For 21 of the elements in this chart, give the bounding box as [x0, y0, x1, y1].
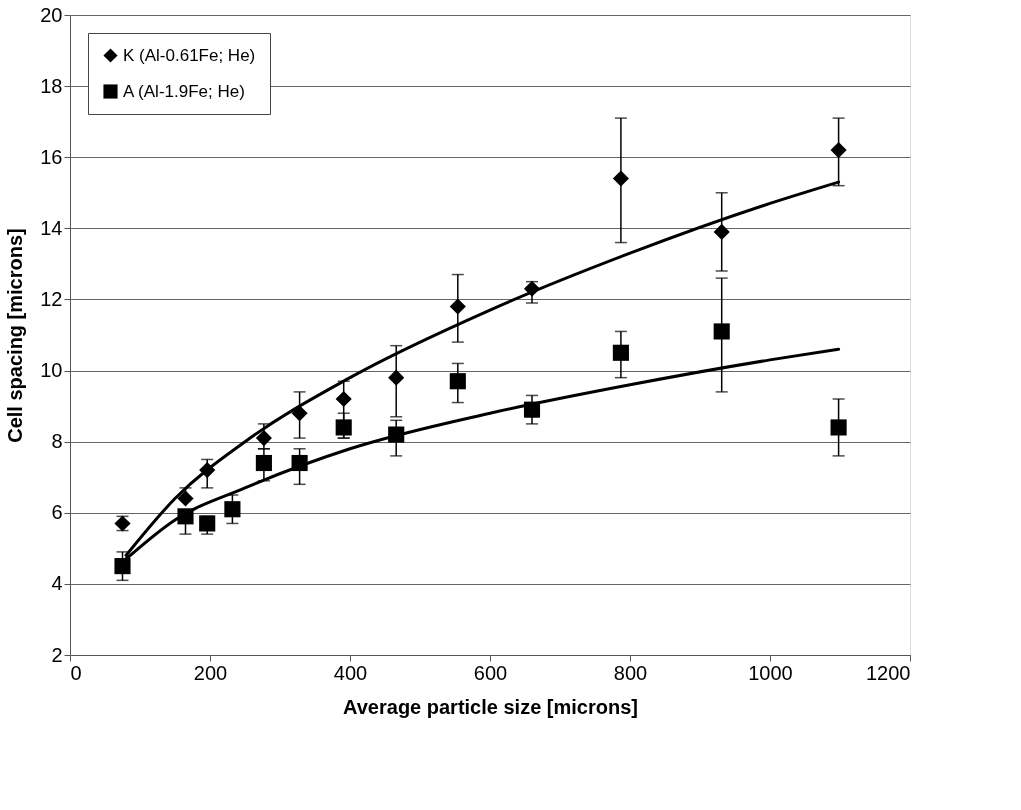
- x-tick-label: 400: [333, 661, 368, 684]
- x-tick-label: 1200: [866, 661, 911, 684]
- y-tick-label: 14: [40, 216, 63, 239]
- y-tick-label: 10: [40, 359, 63, 382]
- y-tick-label: 18: [40, 74, 63, 97]
- y-tick-label: 16: [40, 145, 63, 168]
- x-tick-label: 600: [473, 661, 508, 684]
- x-tick-label: 800: [613, 661, 648, 684]
- legend-label: A (Al-1.9Fe; He): [123, 81, 245, 101]
- y-tick-label: 12: [40, 287, 63, 310]
- legend-label: K (Al-0.61Fe; He): [123, 45, 256, 65]
- y-tick-label: 4: [51, 572, 63, 595]
- x-tick-label: 1000: [748, 661, 793, 684]
- x-tick-label: 0: [70, 661, 82, 684]
- y-tick-label: 6: [51, 501, 63, 524]
- y-tick-label: 8: [51, 430, 63, 453]
- x-tick-label: 200: [193, 661, 228, 684]
- x-axis-title: Average particle size [microns]: [343, 695, 638, 718]
- y-axis-title: Cell spacing [microns]: [4, 228, 27, 443]
- y-tick-label: 20: [40, 3, 63, 26]
- y-tick-label: 2: [51, 643, 63, 666]
